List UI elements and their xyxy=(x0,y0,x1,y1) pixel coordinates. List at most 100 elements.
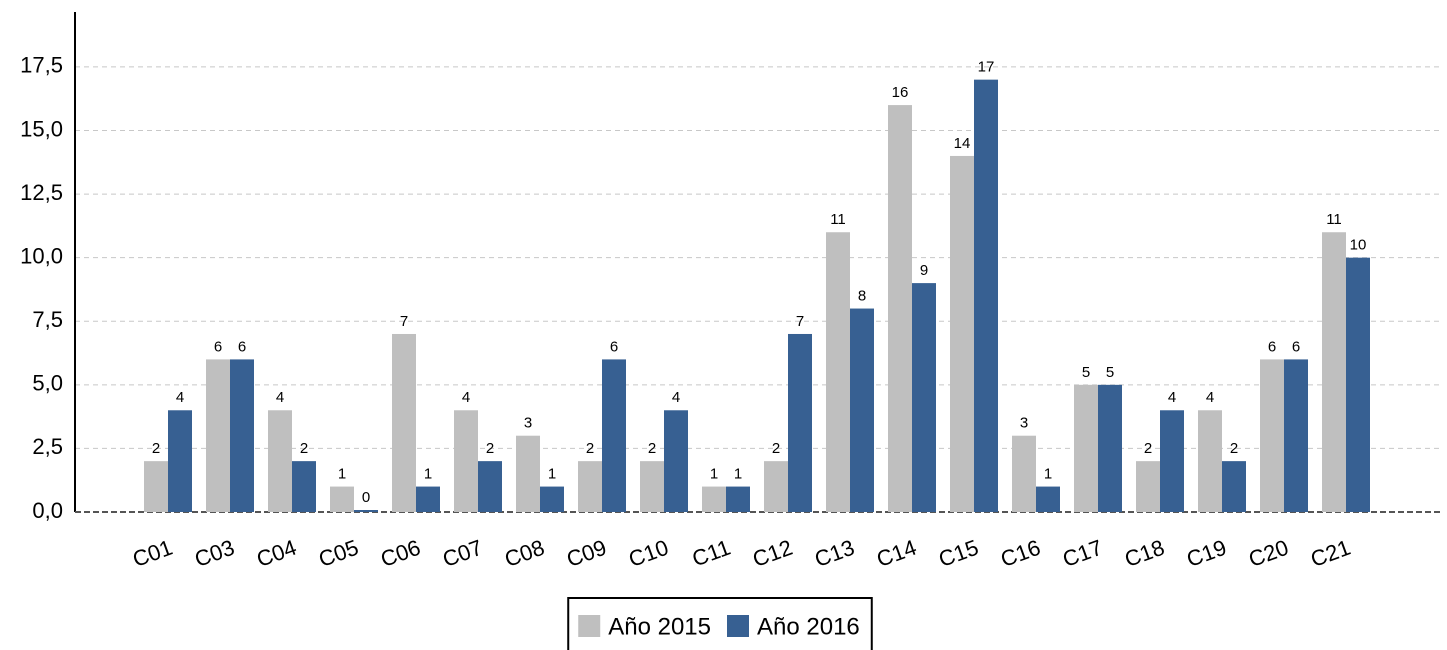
data-label: 10 xyxy=(1350,237,1367,254)
y-tick-label: 0,0 xyxy=(32,498,63,523)
bar xyxy=(540,486,564,512)
bar xyxy=(1284,359,1308,512)
data-label: 16 xyxy=(892,84,909,101)
x-tick-label: C09 xyxy=(563,535,609,572)
x-tick-label: C13 xyxy=(811,535,857,572)
data-label: 6 xyxy=(1292,338,1300,355)
y-tick-label: 5,0 xyxy=(32,371,63,396)
data-label: 3 xyxy=(1020,415,1028,432)
data-label: 4 xyxy=(1206,389,1214,406)
legend-swatch xyxy=(727,615,749,637)
data-label: 2 xyxy=(586,440,594,457)
data-label: 1 xyxy=(338,466,346,483)
data-label: 14 xyxy=(954,135,971,152)
bar xyxy=(392,333,416,512)
bar xyxy=(292,461,316,512)
bar xyxy=(702,486,726,512)
bar xyxy=(454,410,478,512)
bar xyxy=(168,410,192,512)
bar xyxy=(640,461,664,512)
bar xyxy=(1222,461,1246,512)
y-tick-label: 7,5 xyxy=(32,307,63,332)
data-label: 1 xyxy=(710,466,718,483)
x-tick-label: C16 xyxy=(997,535,1043,572)
bar xyxy=(330,486,354,512)
bar xyxy=(478,461,502,512)
data-label: 6 xyxy=(238,338,246,355)
x-tick-label: C08 xyxy=(501,535,547,572)
bar xyxy=(764,461,788,512)
x-tick-label: C05 xyxy=(315,535,361,572)
data-label: 7 xyxy=(796,313,804,330)
bar xyxy=(726,486,750,512)
x-tick-label: C14 xyxy=(873,535,919,572)
bar xyxy=(974,79,998,512)
data-label: 6 xyxy=(1268,338,1276,355)
x-tick-label: C04 xyxy=(253,535,299,572)
bar xyxy=(1136,461,1160,512)
x-tick-label: C06 xyxy=(377,535,423,572)
bar xyxy=(1160,410,1184,512)
legend-swatch xyxy=(578,615,601,637)
bar xyxy=(912,283,936,512)
data-label: 11 xyxy=(1326,211,1342,228)
data-label: 5 xyxy=(1106,364,1114,381)
bar xyxy=(602,359,626,512)
data-label: 9 xyxy=(920,262,928,279)
x-tick-label: C11 xyxy=(689,535,734,572)
bar xyxy=(416,486,440,512)
data-label: 1 xyxy=(734,466,742,483)
bar xyxy=(664,410,688,512)
x-tick-label: C01 xyxy=(129,535,175,572)
data-label: 0 xyxy=(362,489,370,506)
data-label: 2 xyxy=(1144,440,1152,457)
data-label: 6 xyxy=(214,338,222,355)
bar xyxy=(1260,359,1284,512)
data-label: 2 xyxy=(152,440,160,457)
data-label: 4 xyxy=(1168,389,1176,406)
x-tick-label: C20 xyxy=(1245,535,1291,572)
data-label: 4 xyxy=(462,389,470,406)
data-label: 7 xyxy=(400,313,408,330)
y-tick-label: 10,0 xyxy=(20,243,63,268)
bar xyxy=(850,308,874,512)
data-label: 2 xyxy=(1230,440,1238,457)
data-label: 2 xyxy=(300,440,308,457)
bar xyxy=(1074,384,1098,512)
data-label: 1 xyxy=(1044,466,1052,483)
x-tick-label: C18 xyxy=(1121,535,1167,572)
data-label: 4 xyxy=(176,389,184,406)
x-tick-label: C03 xyxy=(191,535,237,572)
x-tick-label: C10 xyxy=(625,535,671,572)
data-label: 8 xyxy=(858,288,866,305)
data-label: 1 xyxy=(548,466,556,483)
data-label: 2 xyxy=(648,440,656,457)
x-tick-label: C21 xyxy=(1307,535,1353,572)
legend: Año 2015 Año 2016 xyxy=(567,597,873,650)
bar xyxy=(888,105,912,512)
data-label: 2 xyxy=(772,440,780,457)
bar xyxy=(516,435,540,512)
legend-label: Año 2016 xyxy=(757,613,860,640)
bar xyxy=(1098,384,1122,512)
y-tick-label: 15,0 xyxy=(20,116,63,141)
bar xyxy=(230,359,254,512)
data-label: 17 xyxy=(978,59,995,76)
data-label: 4 xyxy=(672,389,680,406)
x-tick-label: C17 xyxy=(1059,535,1105,572)
bar xyxy=(206,359,230,512)
bar xyxy=(788,333,812,512)
y-tick-label: 12,5 xyxy=(20,180,63,205)
bar xyxy=(1346,257,1370,512)
bar xyxy=(354,510,378,512)
bar xyxy=(1198,410,1222,512)
bar xyxy=(826,232,850,513)
x-tick-label: C12 xyxy=(749,535,795,572)
bar xyxy=(578,461,602,512)
legend-box xyxy=(567,597,873,650)
bar xyxy=(1036,486,1060,512)
y-tick-label: 2,5 xyxy=(32,434,63,459)
bar xyxy=(950,155,974,513)
bar xyxy=(1322,232,1346,513)
